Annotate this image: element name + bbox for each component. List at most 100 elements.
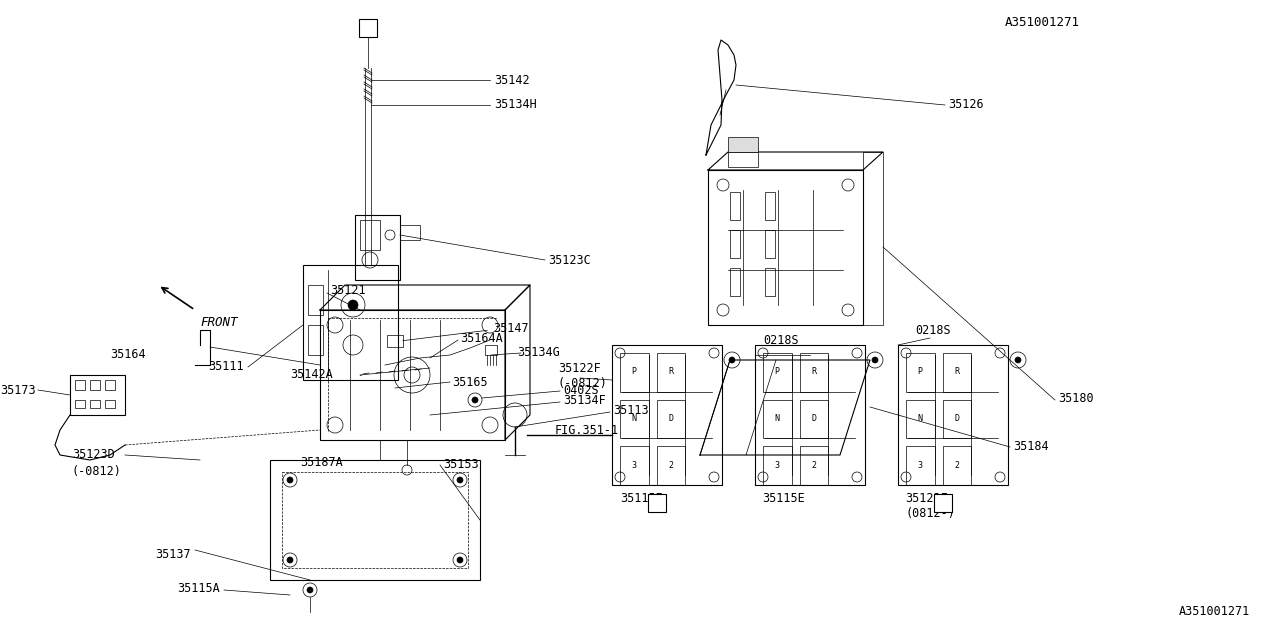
Text: 3: 3 [774, 461, 780, 470]
Bar [360, 220, 380, 250]
Text: FRONT: FRONT [200, 316, 238, 329]
Bar [730, 268, 740, 296]
Text: 3: 3 [918, 461, 923, 470]
Text: P: P [631, 367, 636, 376]
Text: 35164: 35164 [110, 349, 146, 362]
Text: 35115E: 35115E [620, 492, 663, 504]
Bar [387, 335, 403, 347]
Bar [270, 460, 480, 580]
Text: A: A [940, 498, 946, 508]
Text: A: A [654, 498, 660, 508]
Bar [303, 265, 398, 380]
Bar [906, 353, 934, 392]
Text: 35126: 35126 [948, 97, 983, 111]
Text: 35142A: 35142A [291, 369, 333, 381]
Bar [728, 137, 758, 152]
Text: R: R [812, 367, 817, 376]
Text: N: N [918, 414, 923, 423]
Bar [657, 446, 685, 485]
Bar [730, 192, 740, 220]
Text: D: D [668, 414, 673, 423]
Text: 35187A: 35187A [300, 456, 343, 468]
Bar [942, 446, 972, 485]
Text: 35165: 35165 [452, 376, 488, 388]
Bar [906, 446, 934, 485]
Text: 35134F: 35134F [563, 394, 605, 408]
Bar [899, 345, 1009, 485]
Text: A351001271: A351001271 [1005, 16, 1080, 29]
Text: (-0812): (-0812) [558, 376, 608, 390]
Text: 35173: 35173 [0, 383, 36, 397]
Text: P: P [918, 367, 923, 376]
Circle shape [307, 587, 314, 593]
Circle shape [1015, 357, 1021, 363]
Bar [763, 446, 791, 485]
Bar [355, 215, 399, 280]
Bar [800, 353, 828, 392]
Bar [906, 399, 934, 438]
Bar [863, 152, 883, 325]
Circle shape [348, 300, 358, 310]
Bar [282, 472, 468, 568]
Text: 35184: 35184 [1012, 440, 1048, 452]
Text: 0402S: 0402S [563, 383, 599, 397]
Circle shape [457, 477, 463, 483]
Text: 35123D: 35123D [72, 449, 115, 461]
Text: A: A [365, 23, 371, 33]
Bar [620, 353, 649, 392]
Text: N: N [774, 414, 780, 423]
Text: R: R [954, 367, 959, 376]
Bar [763, 399, 791, 438]
Text: 35134H: 35134H [494, 99, 536, 111]
Text: (0812-): (0812-) [905, 506, 955, 520]
Bar [657, 353, 685, 392]
Bar [730, 230, 740, 258]
Bar [728, 152, 758, 167]
Bar [765, 268, 774, 296]
Text: 35121: 35121 [330, 285, 366, 298]
Text: 35137: 35137 [155, 548, 191, 561]
Bar [105, 400, 115, 408]
Bar [90, 400, 100, 408]
Bar [934, 494, 952, 512]
Bar [648, 494, 666, 512]
Bar [70, 375, 125, 415]
Bar [90, 380, 100, 390]
Text: 35164A: 35164A [460, 332, 503, 344]
Bar [612, 345, 722, 485]
Bar [800, 399, 828, 438]
Text: 35123C: 35123C [548, 253, 591, 266]
Text: 35115E: 35115E [762, 492, 805, 504]
Text: 3: 3 [631, 461, 636, 470]
Text: (-0812): (-0812) [72, 465, 122, 479]
Bar [657, 399, 685, 438]
Bar [765, 230, 774, 258]
Text: 35111: 35111 [209, 360, 244, 374]
Bar [620, 399, 649, 438]
Text: 2: 2 [954, 461, 959, 470]
Bar [76, 400, 84, 408]
Text: D: D [954, 414, 959, 423]
Text: N: N [631, 414, 636, 423]
Bar [105, 380, 115, 390]
Text: D: D [812, 414, 817, 423]
Text: 35134G: 35134G [517, 346, 559, 358]
Bar [765, 192, 774, 220]
Text: R: R [668, 367, 673, 376]
Circle shape [472, 397, 477, 403]
Text: 2: 2 [812, 461, 817, 470]
Bar [620, 446, 649, 485]
Text: 35122F: 35122F [558, 362, 600, 374]
Text: 0218S: 0218S [763, 333, 799, 346]
Bar [399, 225, 420, 240]
Bar [308, 285, 323, 315]
Bar [308, 325, 323, 355]
Bar [358, 19, 378, 37]
Text: 35153: 35153 [443, 458, 479, 470]
Circle shape [287, 477, 293, 483]
Bar [755, 345, 865, 485]
Bar [942, 399, 972, 438]
Circle shape [730, 357, 735, 363]
Text: 35115A: 35115A [177, 582, 220, 595]
Text: 35147: 35147 [493, 323, 529, 335]
